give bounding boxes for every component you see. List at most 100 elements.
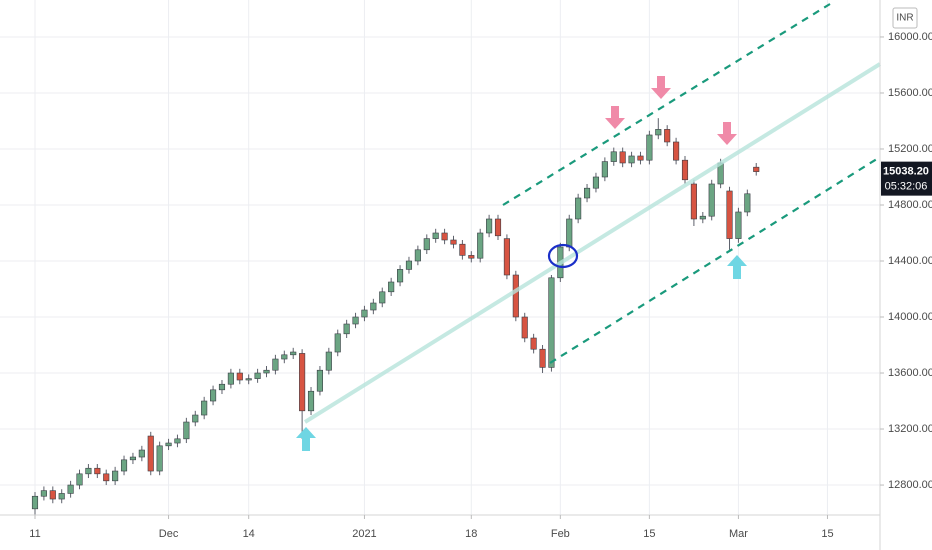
grid	[0, 0, 880, 515]
arrow-down	[605, 106, 625, 129]
y-tick-label: 16000.00	[888, 31, 932, 43]
candle-body	[512, 274, 519, 318]
candle-body	[655, 129, 662, 136]
channel-lower	[549, 156, 881, 364]
countdown: 05:32:06	[885, 181, 928, 193]
candle-body	[619, 151, 626, 164]
candle-body	[112, 470, 119, 482]
candle-body	[690, 183, 697, 220]
candle-body	[307, 390, 315, 412]
currency: INR	[896, 13, 913, 24]
candle-body	[628, 155, 635, 164]
candle-body	[103, 473, 110, 482]
candle-body	[31, 495, 39, 510]
candle-body	[673, 141, 680, 161]
x-tick-label: Dec	[159, 528, 179, 540]
candle-body	[575, 197, 582, 220]
candle-body	[325, 351, 332, 371]
candle-body	[138, 449, 145, 458]
axes: 12800.00 13200.00 13600.00 14000.00 14400.00…	[29, 31, 932, 540]
candle-body	[744, 193, 751, 213]
y-tick-label: 12800.00	[888, 479, 932, 491]
candle-body	[129, 456, 136, 461]
candle-body	[708, 183, 715, 217]
candle-body	[699, 215, 706, 220]
x-tick-label: 18	[465, 528, 477, 540]
channel-upper	[502, 3, 831, 206]
candle-body	[494, 218, 502, 237]
x-tick-label: Mar	[729, 528, 748, 540]
candle-body	[432, 232, 439, 239]
candle-body	[646, 134, 653, 161]
candle-body	[120, 459, 128, 472]
y-tick-label: 14800.00	[888, 199, 932, 211]
candle-body	[94, 467, 101, 475]
y-tick-label: 14000.00	[888, 311, 932, 323]
candle-body	[521, 316, 528, 339]
candle-body	[592, 176, 600, 189]
candle-body	[210, 389, 217, 402]
candle-body	[414, 249, 421, 262]
candle-body	[726, 190, 733, 239]
candle-body	[566, 218, 573, 248]
candle-body	[637, 155, 644, 161]
candle-body	[486, 218, 493, 234]
candle-body	[397, 269, 404, 283]
candle-body	[583, 187, 591, 199]
candle-body	[477, 232, 484, 259]
candle-body	[40, 490, 47, 497]
last-price-box	[881, 161, 932, 196]
candle-body	[468, 255, 475, 259]
arrow-up	[296, 427, 316, 451]
x-tick-label: 11	[29, 528, 40, 540]
x-tick-label: 15	[821, 528, 833, 540]
candles	[31, 118, 760, 516]
candle-body	[236, 372, 243, 381]
arrow-down	[717, 122, 737, 145]
y-tick-label: 15200.00	[888, 143, 932, 155]
candle-body	[664, 129, 671, 143]
candle-body	[681, 159, 689, 181]
candle-body	[165, 442, 172, 447]
candle-body	[450, 239, 457, 245]
candle-body	[183, 421, 190, 440]
candle-body	[548, 277, 555, 368]
last-price: 15038.20	[883, 166, 929, 178]
candle-body	[379, 291, 386, 304]
candle-body	[67, 484, 74, 494]
candle-body	[610, 151, 617, 162]
candle-body	[601, 161, 608, 178]
candle-body	[58, 493, 65, 500]
candle-body	[272, 358, 279, 371]
annotations	[296, 3, 882, 451]
candle-body	[388, 281, 395, 293]
candle-body	[334, 333, 341, 353]
candle-body	[459, 243, 466, 256]
candle-body	[530, 337, 537, 350]
candle-body	[147, 435, 154, 472]
y-tick-label: 13200.00	[888, 423, 932, 435]
y-tick-label: 13600.00	[888, 367, 932, 379]
candle-body	[174, 438, 181, 444]
candle-body	[263, 369, 270, 374]
candle-body	[753, 166, 760, 172]
candle-body	[503, 238, 510, 276]
y-tick-label: 14400.00	[888, 255, 932, 267]
x-tick-label: Feb	[551, 528, 570, 540]
candle-body	[316, 369, 323, 392]
candle-body	[192, 414, 199, 423]
x-tick-label: 2021	[352, 528, 376, 540]
candle-body	[405, 260, 413, 270]
arrow-down	[651, 76, 671, 99]
candle-body	[735, 211, 742, 239]
candle-body	[281, 354, 288, 360]
candle-body	[227, 372, 234, 385]
candle-body	[156, 445, 163, 472]
arrow-up	[727, 255, 747, 279]
currency-box	[892, 7, 918, 29]
candle-body	[361, 309, 368, 318]
x-tick-label: 15	[643, 528, 655, 540]
x-tick-label: 14	[243, 528, 255, 540]
candle-body	[254, 372, 261, 379]
